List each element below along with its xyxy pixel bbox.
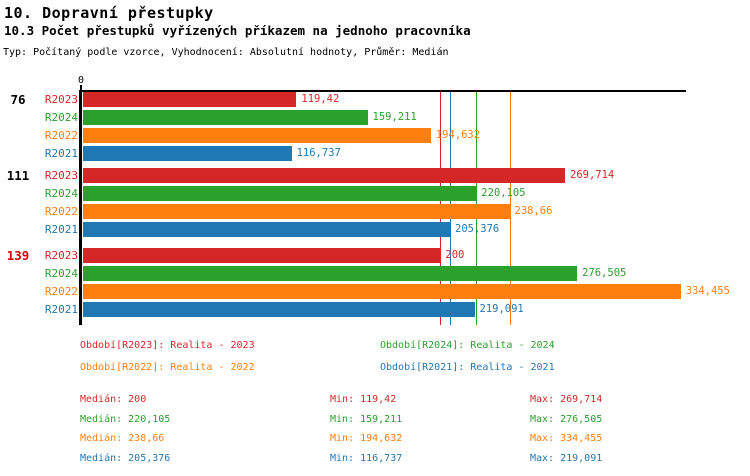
series-label-R2023: R2023	[44, 169, 78, 182]
y-axis-line	[79, 90, 82, 325]
bar-value-111-R2023: 269,714	[570, 169, 615, 181]
group-label-111: 111	[6, 168, 30, 183]
stat-max-R2023: Max: 269,714	[530, 394, 603, 405]
bar-111-R2024	[83, 186, 477, 201]
x-axis-tick-label-zero: 0	[77, 75, 85, 86]
series-label-R2024: R2024	[44, 111, 78, 124]
legend-item-R2022: Období[R2022]: Realita - 2022	[80, 362, 255, 373]
bar-value-76-R2024: 159,211	[372, 111, 417, 123]
series-label-R2023: R2023	[44, 249, 78, 262]
legend-item-R2024: Období[R2024]: Realita - 2024	[380, 340, 555, 351]
bar-76-R2022	[83, 128, 431, 143]
bar-value-76-R2022: 194,632	[435, 129, 481, 141]
x-axis-tick-mark	[80, 85, 82, 91]
stat-min-R2022: Min: 194,632	[330, 433, 403, 444]
bar-value-139-R2022: 334,455	[685, 285, 730, 297]
bar-76-R2023	[83, 92, 297, 107]
stat-median-R2021: Medián: 205,376	[80, 453, 171, 464]
series-label-R2022: R2022	[44, 205, 78, 218]
stat-min-R2021: Min: 116,737	[330, 453, 403, 464]
bar-76-R2024	[83, 110, 368, 125]
bar-value-139-R2021: 219,091	[479, 303, 524, 315]
stat-median-R2022: Medián: 238,66	[80, 433, 165, 444]
bar-value-139-R2024: 276,505	[582, 267, 627, 279]
stat-max-R2024: Max: 276,505	[530, 414, 603, 425]
series-label-R2023: R2023	[44, 93, 78, 106]
page-subtitle: 10.3 Počet přestupků vyřízených příkazem…	[4, 23, 471, 38]
bar-139-R2021	[83, 302, 475, 317]
group-label-139: 139	[6, 248, 30, 263]
bar-value-111-R2024: 220,105	[481, 187, 526, 199]
legend-item-R2023: Období[R2023]: Realita - 2023	[80, 340, 255, 351]
legend-item-R2021: Období[R2021]: Realita - 2021	[380, 362, 555, 373]
bar-139-R2022	[83, 284, 681, 299]
bar-111-R2021	[83, 222, 450, 237]
series-label-R2022: R2022	[44, 285, 78, 298]
bar-111-R2022	[83, 204, 510, 219]
stat-min-R2023: Min: 119,42	[330, 394, 397, 405]
series-label-R2022: R2022	[44, 129, 78, 142]
stat-max-R2022: Max: 334,455	[530, 433, 603, 444]
report-meta-line: Typ: Počítaný podle vzorce, Vyhodnocení:…	[3, 47, 449, 58]
series-label-R2021: R2021	[44, 147, 78, 160]
bar-value-76-R2023: 119,42	[301, 93, 340, 105]
stat-median-R2023: Medián: 200	[80, 394, 147, 405]
bar-139-R2024	[83, 266, 578, 281]
bar-76-R2021	[83, 146, 292, 161]
bar-value-111-R2021: 205,376	[455, 223, 500, 235]
stat-max-R2021: Max: 219,091	[530, 453, 603, 464]
bar-value-139-R2023: 200	[445, 249, 465, 261]
bar-111-R2023	[83, 168, 565, 183]
page-title: 10. Dopravní přestupky	[4, 4, 214, 22]
series-label-R2021: R2021	[44, 223, 78, 236]
bar-value-111-R2022: 238,66	[514, 205, 553, 217]
median-line-R2022	[509, 92, 511, 325]
series-label-R2024: R2024	[44, 187, 78, 200]
bar-139-R2023	[83, 248, 441, 263]
group-label-76: 76	[10, 92, 26, 107]
stat-median-R2024: Medián: 220,105	[80, 414, 171, 425]
series-label-R2021: R2021	[44, 303, 78, 316]
series-label-R2024: R2024	[44, 267, 78, 280]
bar-value-76-R2021: 116,737	[296, 147, 341, 159]
x-axis-line	[81, 90, 686, 92]
stat-min-R2024: Min: 159,211	[330, 414, 403, 425]
